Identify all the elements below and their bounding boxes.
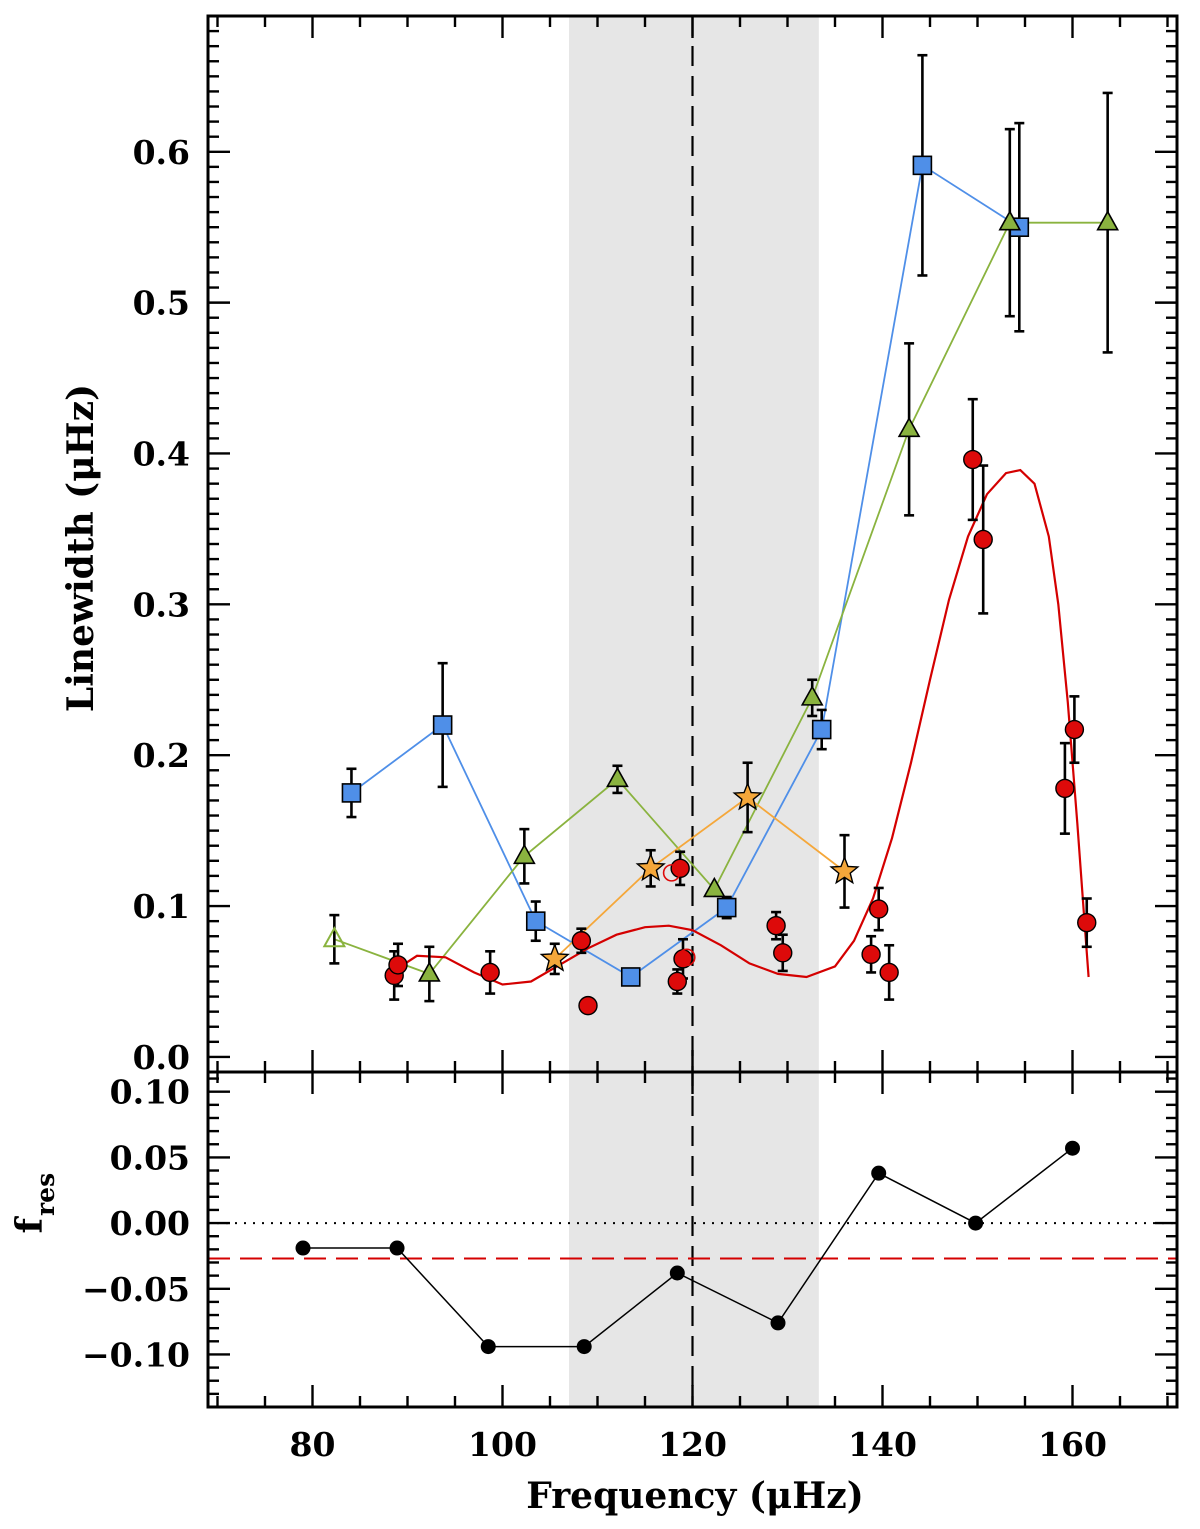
x-tick-label: 140 bbox=[848, 1425, 917, 1464]
red-circles-point-3 bbox=[571, 931, 592, 951]
y-axis-title-fres-main: f bbox=[9, 1216, 51, 1234]
x-tick-label: 160 bbox=[1038, 1425, 1107, 1464]
red-circles-point-15 bbox=[1055, 778, 1075, 799]
blue-squares-point-5 bbox=[811, 719, 832, 740]
y-tick-label: 0.2 bbox=[133, 736, 190, 775]
green-triangles-point-3 bbox=[606, 766, 629, 788]
y-axis-title-fres: f res bbox=[9, 1173, 60, 1234]
fres-y-tick-label: 0.05 bbox=[110, 1138, 190, 1177]
red-fit-curve bbox=[395, 468, 1090, 986]
blue-squares-point-2 bbox=[525, 911, 546, 931]
red-circles-point-13 bbox=[963, 449, 983, 470]
reference-lines-layer bbox=[208, 16, 1177, 1407]
orange-stars-point-2 bbox=[732, 781, 763, 811]
green-triangles-point-8 bbox=[1096, 210, 1120, 231]
data-layer bbox=[295, 53, 1120, 1355]
fres-point-8 bbox=[1065, 1140, 1080, 1156]
x-tick-label: 100 bbox=[468, 1425, 537, 1464]
y-axis-title-fres-sub: res bbox=[31, 1173, 60, 1216]
fres-point-1 bbox=[389, 1240, 405, 1256]
blue-squares-line bbox=[350, 163, 1020, 979]
blue-squares-point-0 bbox=[341, 783, 362, 803]
blue-squares-point-1 bbox=[432, 715, 453, 735]
orange-stars-point-3 bbox=[829, 855, 860, 885]
fres-point-7 bbox=[968, 1215, 984, 1231]
green-triangles-point-4 bbox=[702, 876, 726, 898]
red-circles-point-17 bbox=[1077, 912, 1097, 933]
y-tick-label: 0.0 bbox=[133, 1038, 190, 1077]
fres-y-tick-label: 0.10 bbox=[110, 1073, 190, 1112]
fres-point-2 bbox=[480, 1339, 496, 1355]
green-triangles-point-5 bbox=[800, 685, 824, 706]
red-open-circles-point-0 bbox=[662, 864, 681, 882]
green-triangles-point-0 bbox=[322, 926, 347, 948]
fres-point-0 bbox=[295, 1240, 311, 1256]
blue-squares-point-6 bbox=[912, 155, 933, 176]
red-circles-point-8 bbox=[766, 915, 786, 936]
fres-y-tick-label: −0.05 bbox=[82, 1270, 190, 1309]
orange-stars-line bbox=[554, 796, 846, 960]
y-tick-label: 0.6 bbox=[133, 133, 190, 172]
axes-layer: 80 100 120 140 160 0.0 0.1 0.2 0.3 0.4 0.5 0.6 0.10 0… bbox=[82, 14, 1179, 1464]
red-open-circles-point-1 bbox=[677, 948, 696, 967]
green-triangles-point-2 bbox=[512, 843, 536, 865]
shaded-band-layer bbox=[569, 16, 819, 1407]
red-circles-point-5 bbox=[667, 971, 687, 992]
orange-stars-point-1 bbox=[635, 852, 666, 882]
green-triangles-point-7 bbox=[998, 210, 1022, 231]
red-circles-point-4 bbox=[578, 995, 598, 1016]
fres-point-6 bbox=[871, 1165, 887, 1181]
y-tick-label: 0.5 bbox=[133, 284, 190, 323]
green-triangles-point-6 bbox=[897, 416, 921, 438]
green-triangles-point-1 bbox=[417, 961, 441, 982]
x-axis-title: Frequency (μHz) bbox=[526, 1475, 863, 1517]
x-tick-label: 80 bbox=[290, 1425, 336, 1464]
red-circles-point-2 bbox=[480, 962, 500, 983]
red-circles-point-14 bbox=[973, 529, 993, 550]
y-tick-label: 0.3 bbox=[133, 585, 190, 624]
fres-y-tick-label: −0.10 bbox=[82, 1335, 190, 1374]
red-circles-point-11 bbox=[869, 899, 889, 919]
fres-point-3 bbox=[576, 1339, 592, 1355]
blue-squares-point-3 bbox=[620, 967, 641, 987]
fres-point-4 bbox=[669, 1265, 685, 1281]
fres-y-tick-label: 0.00 bbox=[110, 1204, 190, 1243]
red-circles-point-16 bbox=[1064, 719, 1085, 740]
red-circles-point-12 bbox=[879, 962, 899, 983]
fres-point-5 bbox=[770, 1315, 786, 1331]
red-circles-point-9 bbox=[773, 943, 793, 963]
y-tick-label: 0.1 bbox=[133, 887, 190, 926]
y-tick-label: 0.4 bbox=[133, 434, 190, 473]
orange-stars-point-0 bbox=[539, 942, 570, 972]
red-circles-point-1 bbox=[388, 955, 408, 975]
red-circles-point-10 bbox=[861, 944, 881, 965]
shaded-frequency-band bbox=[569, 16, 819, 1407]
x-tick-label: 120 bbox=[658, 1425, 727, 1464]
y-axis-title-linewidth: Linewidth (μHz) bbox=[60, 384, 102, 712]
green-triangles-errorbar-0 bbox=[329, 913, 340, 965]
blue-squares-point-4 bbox=[716, 897, 737, 918]
red-circles-point-6 bbox=[670, 858, 690, 879]
